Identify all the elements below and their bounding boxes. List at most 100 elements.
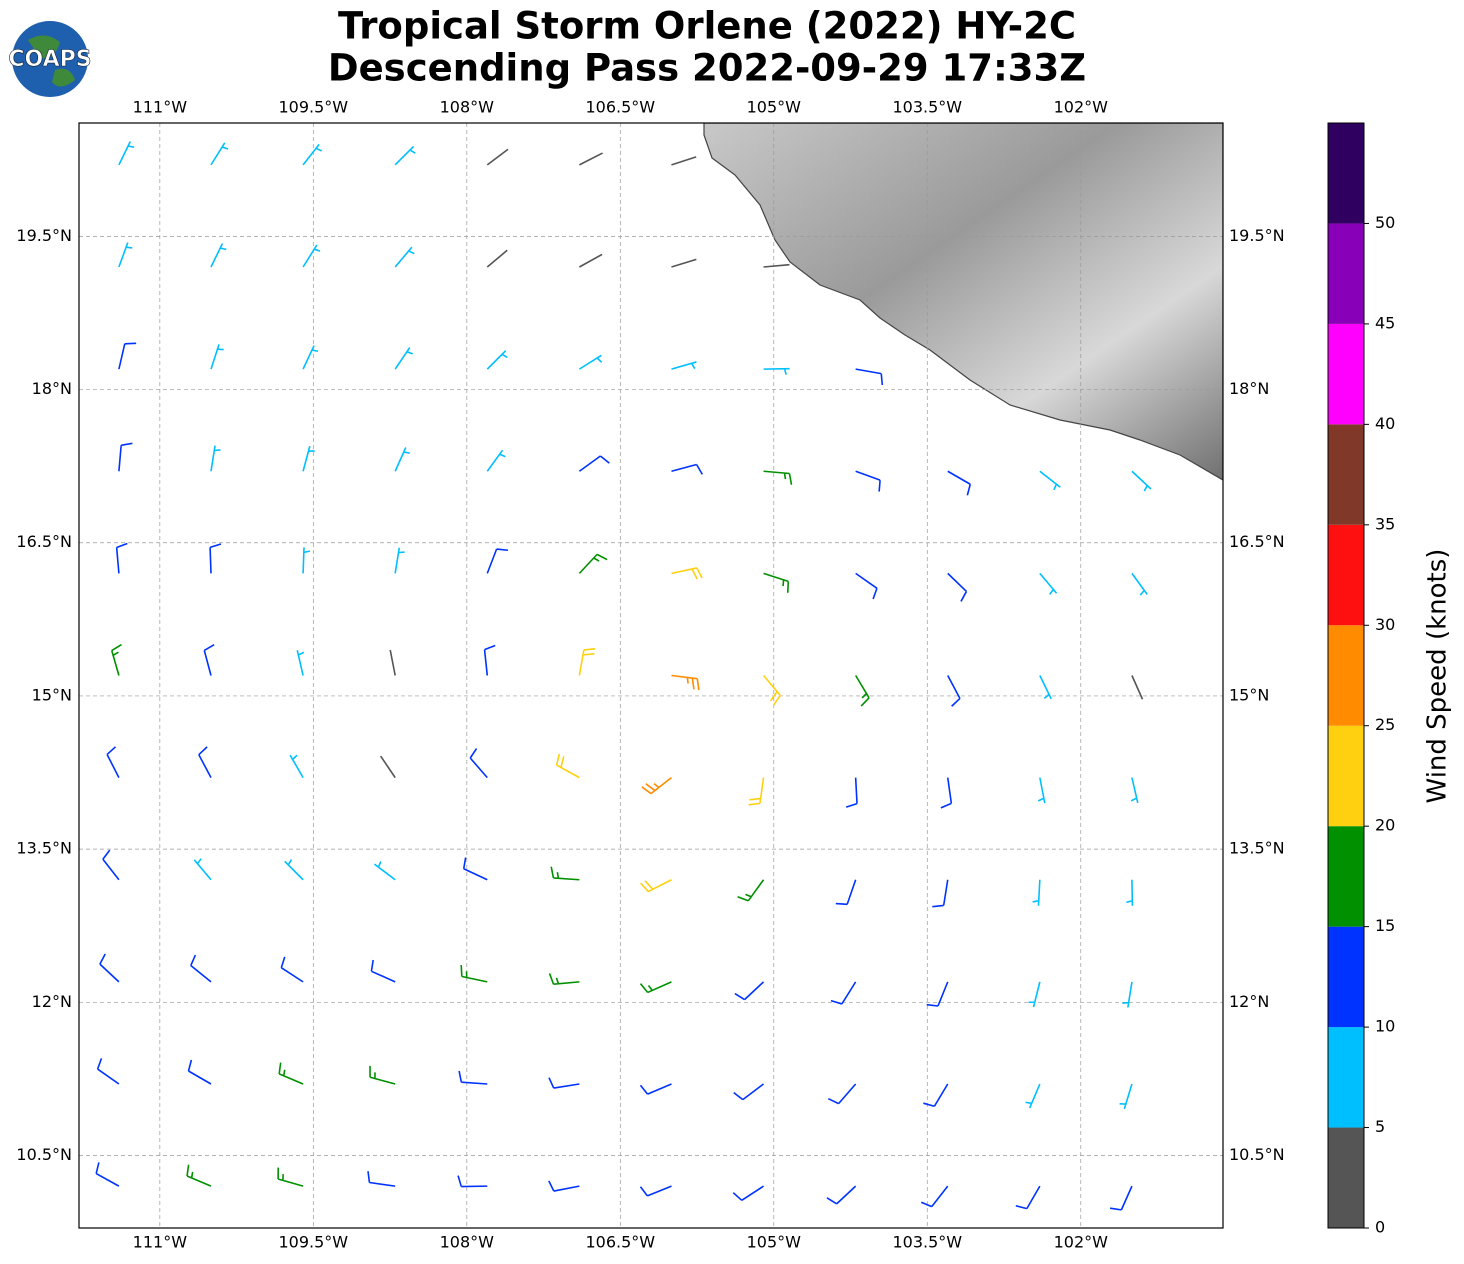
land-mexico — [703, 123, 1223, 481]
wind-barb — [1039, 675, 1052, 700]
wind-barb — [639, 981, 672, 994]
wind-barb — [96, 1058, 120, 1085]
wind-barb — [186, 1164, 212, 1187]
colorbar-tick-label: 20 — [1375, 816, 1395, 835]
y-tick-label: 18°N — [1229, 379, 1269, 398]
wind-barb — [555, 753, 580, 779]
wind-barb — [671, 567, 703, 580]
wind-barb — [394, 347, 414, 370]
wind-barb — [671, 156, 697, 166]
colorbar-segment — [1328, 926, 1364, 1028]
wind-barb — [379, 755, 396, 779]
wind-barb — [733, 1083, 765, 1101]
wind-barb — [1032, 879, 1041, 906]
colorbar-tick-label: 40 — [1375, 414, 1395, 433]
wind-barb — [118, 141, 135, 166]
wind-barb — [1025, 1083, 1041, 1109]
y-tick-label: 15°N — [1229, 685, 1269, 704]
x-tick-label: 102°W — [1054, 1233, 1109, 1252]
wind-barb — [671, 463, 704, 475]
wind-barb — [578, 354, 603, 370]
wind-barb — [548, 973, 580, 985]
wind-barbs — [95, 141, 1152, 1211]
colorbar-tick-label: 30 — [1375, 615, 1395, 634]
wind-barb — [486, 548, 509, 574]
wind-barb — [110, 643, 122, 676]
wind-barb — [947, 675, 961, 707]
wind-barb — [1015, 1185, 1041, 1210]
y-tick-label: 12°N — [1229, 992, 1269, 1011]
wind-barb — [486, 449, 506, 472]
wind-barb — [99, 953, 120, 983]
y-tick-label: 10.5°N — [1229, 1145, 1285, 1164]
colorbar-segment — [1328, 223, 1364, 324]
x-tick-label: 109.5°W — [279, 98, 349, 117]
wind-barb — [548, 1077, 580, 1089]
y-tick-label: 16.5°N — [16, 532, 72, 551]
y-tick-label: 16.5°N — [1229, 532, 1285, 551]
wind-barb — [578, 455, 610, 472]
wind-barb — [394, 145, 416, 166]
wind-barb — [947, 572, 968, 602]
wind-barb — [289, 754, 304, 779]
wind-barb — [830, 981, 857, 1005]
x-tick-label: 108°W — [440, 98, 495, 117]
wind-barb — [932, 879, 949, 908]
wind-barb — [115, 542, 128, 574]
y-tick-label: 15°N — [32, 685, 72, 704]
wind-barb — [579, 152, 603, 166]
wind-barb — [671, 361, 697, 370]
colorbar-tick-label: 0 — [1375, 1218, 1385, 1237]
wind-barb — [462, 857, 488, 881]
colorbar-frame — [1327, 122, 1365, 1229]
wind-barb — [835, 879, 857, 906]
wind-barb — [640, 879, 672, 893]
wind-barb — [106, 746, 120, 778]
map-area — [703, 123, 1223, 481]
wind-barb — [203, 643, 215, 676]
wind-barb — [1131, 572, 1148, 596]
wind-barb — [855, 572, 878, 600]
colorbar-segment — [1328, 725, 1364, 827]
x-tick-label: 109.5°W — [279, 1233, 349, 1252]
wind-barb — [920, 1185, 949, 1208]
y-tick-label: 12°N — [32, 992, 72, 1011]
wind-barb — [671, 674, 700, 691]
wind-barb — [394, 547, 405, 574]
wind-barb — [845, 777, 858, 808]
wind-barb — [210, 344, 224, 370]
wind-barb — [1039, 572, 1058, 595]
wind-barb — [763, 572, 790, 593]
wind-barb — [296, 649, 305, 676]
colorbar-segment — [1328, 1127, 1364, 1228]
wind-barb — [302, 345, 319, 370]
colorbar-tick-label: 50 — [1375, 213, 1395, 232]
colorbar-label: Wind Speed (knots) — [1423, 549, 1453, 804]
wind-barb — [923, 1083, 949, 1108]
wind-barb — [302, 445, 315, 472]
wind-barb — [1131, 675, 1144, 700]
wind-barb — [639, 1083, 672, 1095]
wind-barb — [210, 445, 221, 472]
wind-barb — [763, 470, 793, 485]
wind-barb — [1131, 470, 1152, 492]
colorbar-tick-label: 45 — [1375, 313, 1395, 332]
wind-barb — [737, 879, 765, 902]
x-tick-label: 111°W — [133, 1233, 188, 1252]
wind-barb — [483, 644, 496, 676]
wind-barb — [284, 859, 304, 881]
wind-barb — [947, 470, 972, 496]
wind-barb — [578, 253, 603, 268]
wind-barb — [671, 258, 697, 268]
wind-barb — [1122, 981, 1133, 1008]
wind-barb — [102, 849, 120, 881]
colorbar-segment — [1328, 424, 1364, 525]
wind-barb — [1119, 1083, 1133, 1110]
wind-barb — [367, 1171, 396, 1187]
colorbar-segment — [1328, 826, 1364, 927]
y-tick-label: 13.5°N — [16, 839, 72, 858]
subtitle: Descending Pass 2022-09-29 17:33Z — [328, 47, 1086, 90]
wind-barb — [210, 142, 229, 166]
colorbar-segment — [1328, 323, 1364, 425]
colorbar-tick-label: 15 — [1375, 916, 1395, 935]
